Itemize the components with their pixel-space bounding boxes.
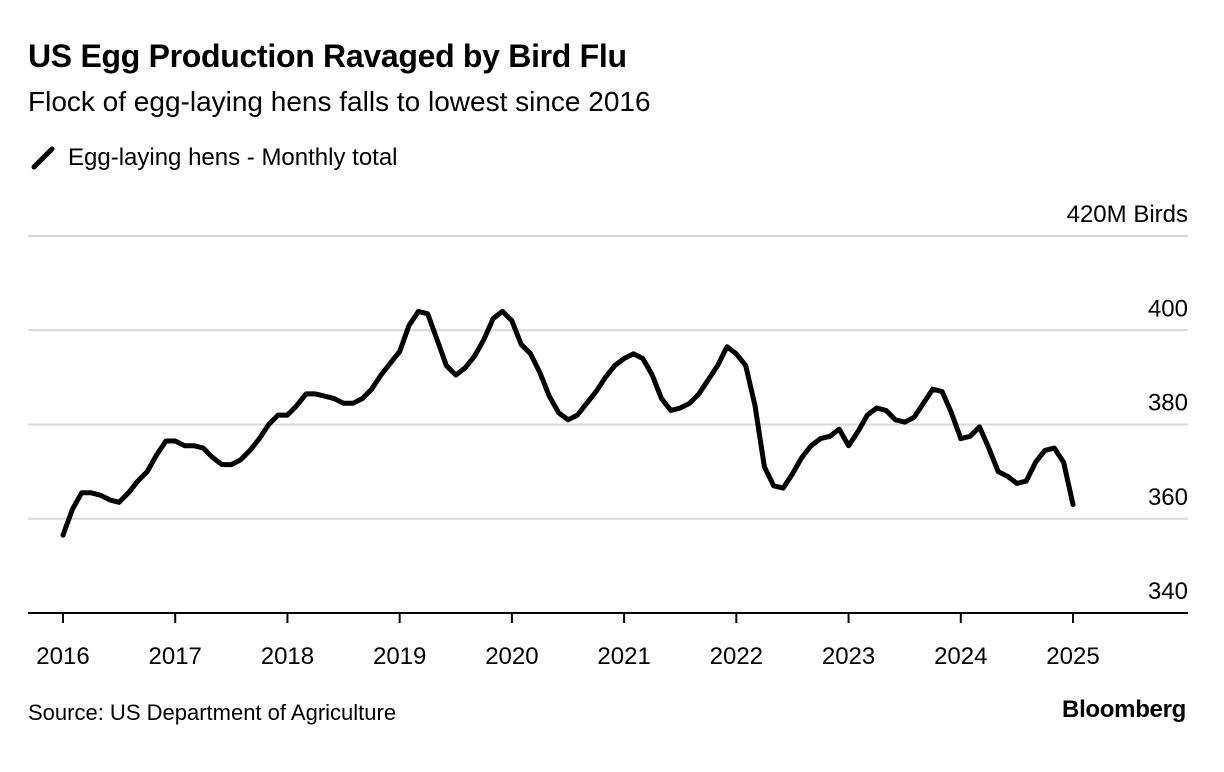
series-line-egg-laying-hens	[60, 308, 1076, 538]
legend: Egg-laying hens - Monthly total	[30, 144, 398, 172]
y-tick-label: 420M Birds	[1067, 201, 1188, 228]
x-tick-label: 2023	[822, 643, 875, 670]
y-tick-label: 400	[1148, 295, 1188, 322]
legend-line-icon	[31, 146, 55, 170]
legend-label: Egg-laying hens - Monthly total	[68, 144, 398, 171]
source-note: Source: US Department of Agriculture	[28, 700, 397, 725]
chart-title: US Egg Production Ravaged by Bird Flu	[28, 38, 627, 74]
x-tick-label: 2022	[710, 643, 763, 670]
x-tick-label: 2025	[1046, 643, 1099, 670]
chart-subtitle: Flock of egg-laying hens falls to lowest…	[28, 86, 651, 117]
y-tick-label: 380	[1148, 390, 1188, 417]
x-tick-label: 2019	[373, 643, 426, 670]
y-tick-label: 340	[1148, 578, 1188, 605]
line-chart: 420M Birds 400 380 360 340 2016 2017 2018 2019 20…	[28, 201, 1188, 670]
x-tick-label: 2024	[934, 643, 987, 670]
x-tick-label: 2020	[485, 643, 538, 670]
x-tick-label: 2021	[597, 643, 650, 670]
x-tick-label: 2016	[36, 643, 89, 670]
x-tick-label: 2017	[149, 643, 202, 670]
y-tick-label: 360	[1148, 484, 1188, 511]
x-tick-label: 2018	[261, 643, 314, 670]
bloomberg-logo: Bloomberg	[1062, 696, 1186, 723]
